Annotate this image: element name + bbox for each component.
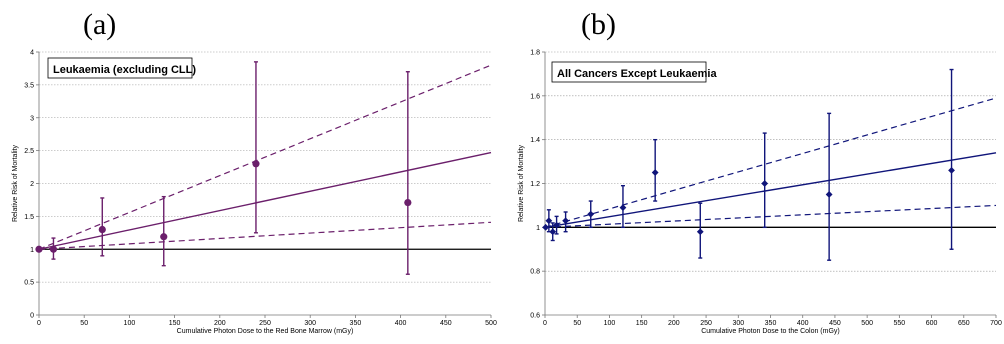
a-x-tick-label: 200 xyxy=(214,320,226,327)
a-chart-title: Leukaemia (excluding CLL) xyxy=(53,64,196,76)
b-x-tick-label: 650 xyxy=(958,320,970,327)
b-x-tick-label: 0 xyxy=(543,320,547,327)
b-data-point xyxy=(825,191,833,198)
a-x-tick-label: 250 xyxy=(259,320,271,327)
b-data-point xyxy=(542,223,550,231)
a-y-tick-label: 2 xyxy=(30,181,34,188)
b-y-axis-title: Relative Risk of Mortality xyxy=(518,144,525,222)
b-x-tick-label: 550 xyxy=(894,320,906,327)
b-chart-title: All Cancers Except Leukaemia xyxy=(557,68,717,80)
a-x-tick-label: 150 xyxy=(169,320,181,327)
b-x-tick-label: 700 xyxy=(990,320,1002,327)
a-data-point xyxy=(160,233,168,241)
a-y-tick-label: 3 xyxy=(30,115,34,122)
b-data-point xyxy=(761,180,769,187)
a-data-point xyxy=(49,245,58,253)
a-data-point xyxy=(252,160,260,168)
b-x-tick-label: 450 xyxy=(829,320,841,327)
b-x-tick-label: 400 xyxy=(797,320,809,327)
b-data-point xyxy=(696,228,704,236)
b-data-point xyxy=(562,217,570,225)
b-y-tick-label: 0.6 xyxy=(530,313,540,320)
b-y-tick-label: 1 xyxy=(536,225,540,232)
a-y-axis-title: Relative Risk of Mortality xyxy=(12,144,19,222)
a-x-tick-label: 400 xyxy=(395,320,407,327)
a-fit-line xyxy=(38,151,492,250)
b-x-tick-label: 600 xyxy=(926,320,938,327)
b-data-point xyxy=(619,204,627,212)
b-x-tick-label: 150 xyxy=(636,320,648,327)
b-y-tick-label: 1.2 xyxy=(530,181,540,188)
b-data-point xyxy=(587,210,595,218)
b-ci-lower-line xyxy=(544,204,997,228)
a-y-tick-label: 1 xyxy=(30,247,34,254)
b-x-tick-label: 500 xyxy=(861,320,873,327)
a-x-tick-label: 450 xyxy=(440,320,452,327)
a-x-tick-label: 0 xyxy=(37,320,41,327)
b-y-tick-label: 1.4 xyxy=(530,137,540,144)
b-fit-line xyxy=(544,152,997,229)
panel-a-label: (a) xyxy=(83,8,117,41)
b-ci-upper-line xyxy=(544,97,997,228)
b-x-tick-label: 200 xyxy=(668,320,680,327)
panel-b-label: (b) xyxy=(581,8,616,41)
a-data-point xyxy=(35,245,43,253)
a-x-tick-label: 100 xyxy=(124,320,136,327)
a-data-point xyxy=(404,198,412,207)
a-ci-upper-line xyxy=(38,64,492,250)
b-x-axis-title: Cumulative Photon Dose to the Colon (mGy… xyxy=(701,328,840,335)
b-y-tick-label: 1.6 xyxy=(530,93,540,100)
a-x-tick-label: 350 xyxy=(350,320,362,327)
b-x-tick-label: 250 xyxy=(700,320,712,327)
b-legend-box xyxy=(551,61,707,83)
a-ci-lower-line xyxy=(38,221,492,250)
b-y-tick-label: 0.8 xyxy=(530,269,540,276)
b-x-tick-label: 100 xyxy=(604,320,616,327)
b-data-point xyxy=(545,217,553,225)
b-data-point xyxy=(549,228,557,236)
a-data-point xyxy=(98,225,106,234)
b-data-point xyxy=(651,169,659,176)
a-x-tick-label: 500 xyxy=(485,320,497,327)
b-data-point xyxy=(553,221,560,229)
b-x-tick-label: 50 xyxy=(573,320,581,327)
a-y-tick-label: 4 xyxy=(30,50,34,57)
a-y-tick-label: 1.5 xyxy=(24,214,34,221)
a-x-axis-title: Cumulative Photon Dose to the Red Bone M… xyxy=(177,328,354,335)
a-y-tick-label: 3.5 xyxy=(24,82,34,89)
b-y-tick-label: 1.8 xyxy=(530,50,540,57)
a-y-tick-label: 0 xyxy=(30,313,34,320)
b-x-tick-label: 350 xyxy=(765,320,777,327)
b-x-tick-label: 300 xyxy=(732,320,744,327)
a-legend-box xyxy=(47,57,193,79)
a-x-tick-label: 300 xyxy=(304,320,316,327)
a-y-tick-label: 2.5 xyxy=(24,148,34,155)
a-y-tick-label: 0.5 xyxy=(24,280,34,287)
b-data-point xyxy=(948,166,955,174)
a-x-tick-label: 50 xyxy=(80,320,88,327)
